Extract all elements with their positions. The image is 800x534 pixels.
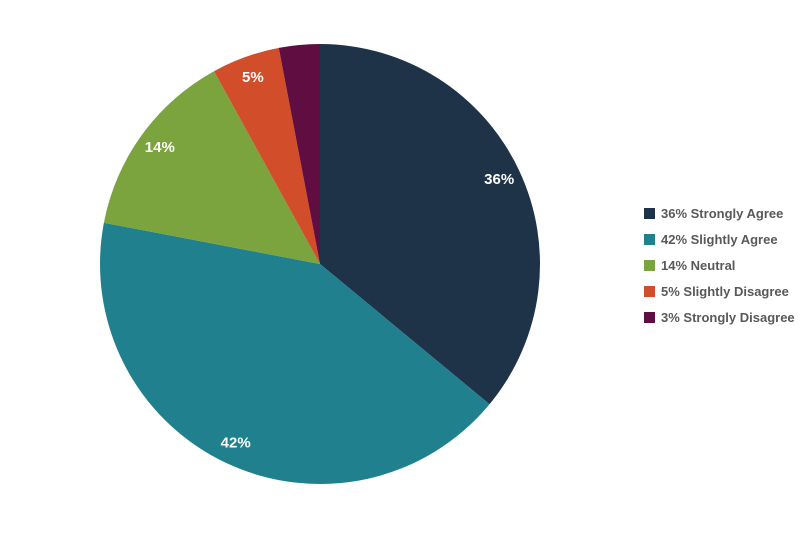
legend-swatch-icon bbox=[644, 233, 655, 245]
legend-swatch-icon bbox=[644, 207, 655, 219]
pie-slice-neutral bbox=[103, 71, 321, 265]
legend-item-strongly-agree: 36% Strongly Agree bbox=[644, 200, 795, 226]
legend-label: 36% Strongly Agree bbox=[661, 205, 784, 221]
pie-slice-labels: 36% 42% 14% 5% bbox=[145, 69, 514, 452]
legend-swatch-icon bbox=[644, 259, 655, 271]
legend-item-strongly-disagree: 3% Strongly Disagree bbox=[644, 304, 795, 330]
pie-slice-slightly-disagree bbox=[214, 47, 320, 265]
pie-slice-label-strongly-agree: 36% bbox=[484, 171, 514, 188]
pie-slice-label-slightly-disagree: 5% bbox=[242, 69, 264, 86]
chart-legend: 36% Strongly Agree 42% Slightly Agree 14% … bbox=[644, 200, 795, 330]
legend-swatch-icon bbox=[644, 285, 655, 297]
legend-label: 14% Neutral bbox=[661, 257, 736, 273]
legend-label: 42% Slightly Agree bbox=[661, 231, 778, 247]
legend-item-neutral: 14% Neutral bbox=[644, 252, 795, 278]
legend-label: 5% Slightly Disagree bbox=[661, 283, 789, 299]
pie-slice-strongly-agree bbox=[320, 44, 540, 405]
legend-swatch-icon bbox=[644, 311, 655, 323]
legend-label: 3% Strongly Disagree bbox=[661, 309, 795, 325]
legend-item-slightly-agree: 42% Slightly Agree bbox=[644, 226, 795, 252]
pie-slices bbox=[100, 44, 540, 484]
pie-slice-strongly-disagree bbox=[278, 44, 320, 264]
legend-item-slightly-disagree: 5% Slightly Disagree bbox=[644, 278, 795, 304]
pie-slice-label-slightly-agree: 42% bbox=[221, 435, 251, 452]
pie-slice-slightly-agree bbox=[100, 222, 490, 484]
pie-slice-label-neutral: 14% bbox=[145, 139, 175, 156]
